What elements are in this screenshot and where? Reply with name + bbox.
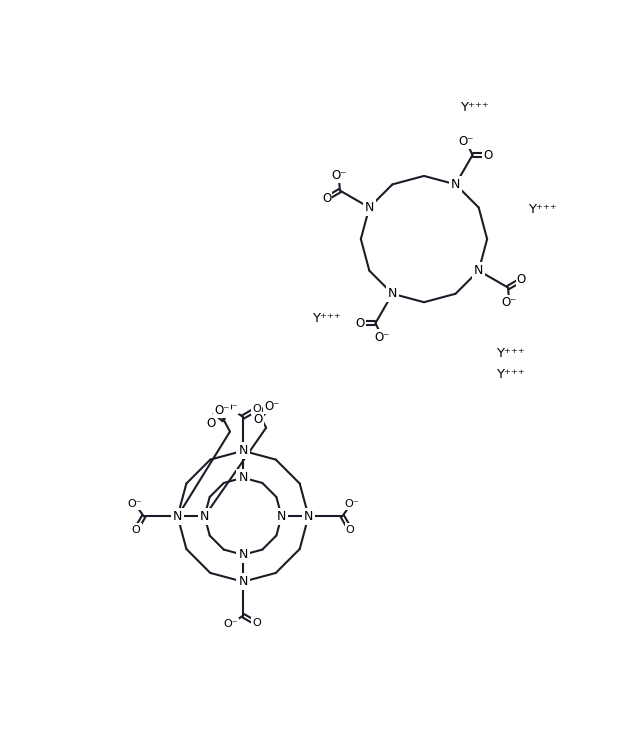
Text: O⁻: O⁻ [128, 499, 142, 508]
Text: N: N [239, 445, 248, 457]
Text: O⁻: O⁻ [344, 499, 359, 508]
Text: O⁻: O⁻ [501, 296, 517, 310]
Text: O⁻: O⁻ [375, 330, 390, 344]
Text: Y⁺⁺⁺: Y⁺⁺⁺ [496, 368, 524, 381]
Text: O⁻: O⁻ [223, 403, 238, 413]
Text: N: N [277, 510, 286, 522]
Text: Y⁺⁺⁺: Y⁺⁺⁺ [313, 312, 341, 325]
Text: O: O [252, 618, 261, 628]
Text: N: N [474, 264, 484, 277]
Text: O⁻: O⁻ [265, 400, 280, 413]
Text: O⁻: O⁻ [214, 405, 230, 417]
Text: O: O [517, 273, 526, 286]
Text: N: N [365, 201, 374, 214]
Text: O: O [206, 416, 216, 430]
Text: N: N [239, 471, 248, 485]
Text: O⁻: O⁻ [223, 619, 238, 629]
Text: O: O [483, 148, 493, 162]
Text: N: N [304, 510, 313, 522]
Text: N: N [388, 288, 397, 300]
Text: N: N [239, 548, 248, 561]
Text: N: N [239, 575, 248, 588]
Text: N: N [451, 178, 460, 191]
Text: O: O [355, 316, 365, 330]
Text: O: O [252, 405, 261, 414]
Text: Y⁺⁺⁺: Y⁺⁺⁺ [460, 102, 489, 114]
Text: O: O [346, 525, 355, 534]
Text: O: O [254, 413, 263, 426]
Text: Y⁺⁺⁺: Y⁺⁺⁺ [496, 347, 524, 360]
Text: O: O [131, 525, 140, 534]
Text: O⁻: O⁻ [331, 169, 346, 182]
Text: N: N [200, 510, 209, 522]
Text: O: O [322, 192, 331, 205]
Text: N: N [173, 510, 182, 522]
Text: O⁻: O⁻ [458, 135, 474, 147]
Text: Y⁺⁺⁺: Y⁺⁺⁺ [528, 203, 556, 216]
